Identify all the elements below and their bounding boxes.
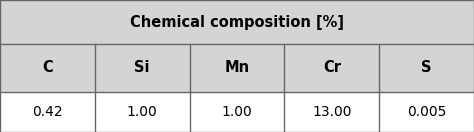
Text: 1.00: 1.00 — [222, 105, 252, 119]
Text: 1.00: 1.00 — [127, 105, 157, 119]
Text: 13.00: 13.00 — [312, 105, 352, 119]
Bar — [0, 44, 474, 92]
Text: Chemical composition [%]: Chemical composition [%] — [130, 15, 344, 29]
Text: Si: Si — [135, 60, 150, 76]
Text: C: C — [42, 60, 53, 76]
Text: 0.005: 0.005 — [407, 105, 447, 119]
Bar — [0, 0, 474, 44]
Text: 0.42: 0.42 — [32, 105, 63, 119]
Bar — [0, 92, 474, 132]
Text: Mn: Mn — [224, 60, 250, 76]
Text: Cr: Cr — [323, 60, 341, 76]
Text: S: S — [421, 60, 432, 76]
